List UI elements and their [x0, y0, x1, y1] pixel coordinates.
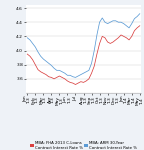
Legend: MBA: FHA 2013 C-Loans
Contract Interest Rate %, MBA: ARM 30-Year
Contract Intere: MBA: FHA 2013 C-Loans Contract Interest …	[30, 141, 137, 150]
